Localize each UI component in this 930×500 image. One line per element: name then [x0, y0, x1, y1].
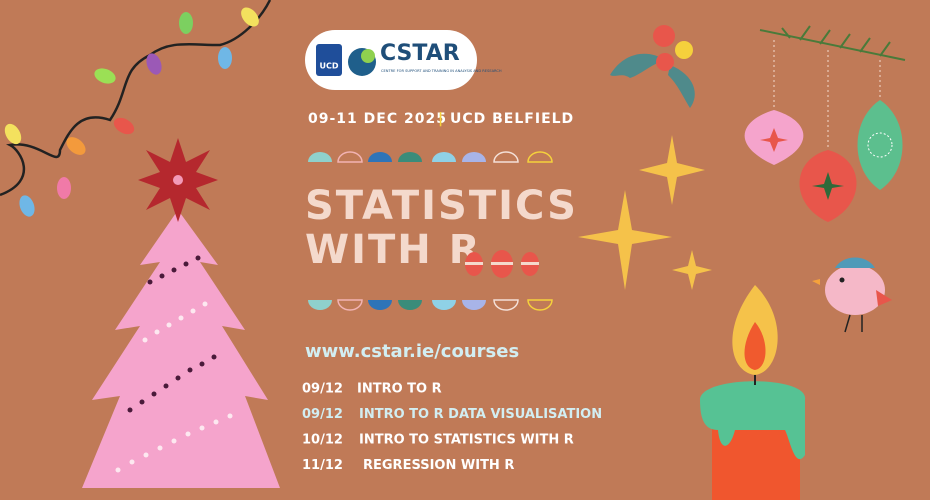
schedule-date: 10/12 — [302, 433, 343, 448]
christmas-tree — [82, 138, 280, 488]
mini-ornaments — [465, 250, 539, 278]
schedule-course: INTRO TO R — [357, 382, 442, 397]
event-separator: | — [438, 111, 443, 127]
hanging-ornaments — [744, 25, 906, 222]
title-line: WITH R — [305, 227, 482, 273]
bird — [812, 257, 892, 333]
candle — [700, 285, 806, 500]
schedule: 09/12 INTRO TO R 09/12 INTRO TO R DATA VISU… — [302, 382, 602, 474]
logo-name: CSTAR — [380, 41, 460, 66]
sparkles — [578, 135, 712, 290]
shell-decorations — [308, 151, 553, 311]
fairy-lights — [0, 0, 272, 217]
schedule-course: REGRESSION WITH R — [363, 458, 514, 473]
event-venue: UCD BELFIELD — [450, 111, 574, 127]
logo: UCD CSTAR CENTRE FOR SUPPORT AND TRAININ… — [305, 30, 502, 90]
schedule-course: INTRO TO R DATA VISUALISATION — [359, 407, 602, 422]
holly — [610, 25, 695, 108]
title-line: STATISTICS — [305, 183, 578, 229]
logo-tagline: CENTRE FOR SUPPORT AND TRAINING IN ANALY… — [381, 69, 502, 73]
schedule-date: 11/12 — [302, 458, 343, 473]
schedule-date: 09/12 — [302, 407, 343, 422]
course-url[interactable]: www.cstar.ie/courses — [305, 341, 519, 362]
schedule-course: INTRO TO STATISTICS WITH R — [359, 433, 574, 448]
ucd-logo-text: UCD — [319, 62, 338, 71]
schedule-date: 09/12 — [302, 382, 343, 397]
event-dates: 09-11 DEC 2025 — [308, 111, 447, 127]
